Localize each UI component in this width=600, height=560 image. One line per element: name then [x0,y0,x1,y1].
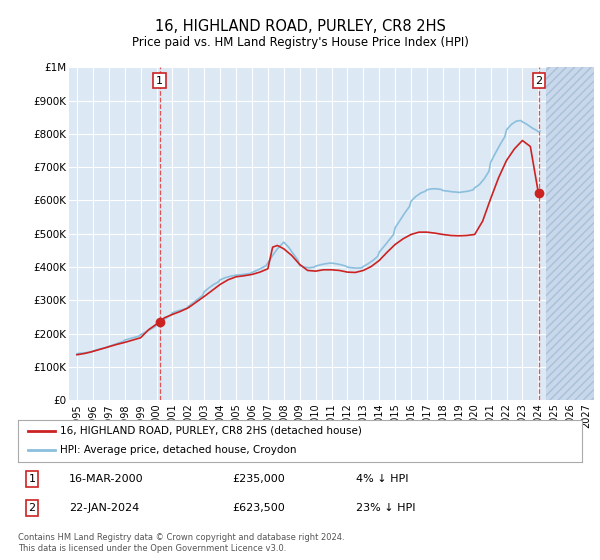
Text: 1: 1 [29,474,35,484]
Text: 22-JAN-2024: 22-JAN-2024 [69,503,139,513]
Text: £235,000: £235,000 [232,474,285,484]
Text: HPI: Average price, detached house, Croydon: HPI: Average price, detached house, Croy… [60,445,297,455]
Text: 2: 2 [536,76,542,86]
Text: 16-MAR-2000: 16-MAR-2000 [69,474,143,484]
Text: 2: 2 [29,503,35,513]
Text: Contains HM Land Registry data © Crown copyright and database right 2024.
This d: Contains HM Land Registry data © Crown c… [18,533,344,553]
Text: £623,500: £623,500 [232,503,285,513]
Text: Price paid vs. HM Land Registry's House Price Index (HPI): Price paid vs. HM Land Registry's House … [131,36,469,49]
Bar [546,67,594,400]
Text: 1: 1 [156,76,163,86]
Text: 16, HIGHLAND ROAD, PURLEY, CR8 2HS (detached house): 16, HIGHLAND ROAD, PURLEY, CR8 2HS (deta… [60,426,362,436]
Text: 23% ↓ HPI: 23% ↓ HPI [356,503,416,513]
Text: 4% ↓ HPI: 4% ↓ HPI [356,474,409,484]
Text: 16, HIGHLAND ROAD, PURLEY, CR8 2HS: 16, HIGHLAND ROAD, PURLEY, CR8 2HS [155,20,445,34]
